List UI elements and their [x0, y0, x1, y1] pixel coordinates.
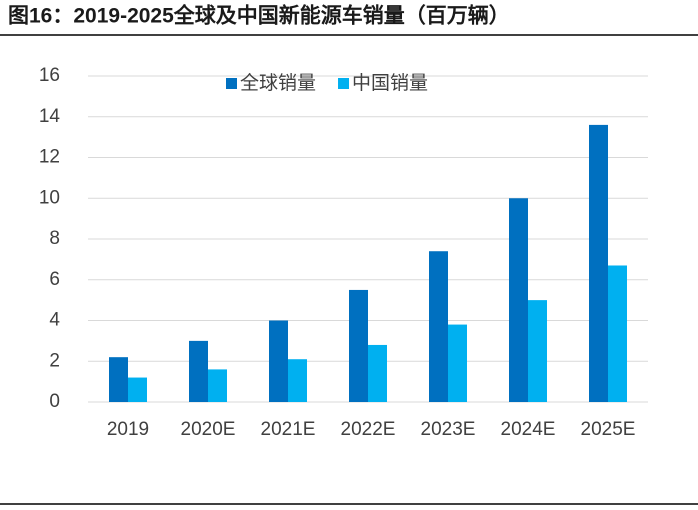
bar: [368, 344, 387, 402]
y-tick-label: 4: [49, 310, 60, 331]
bar: [509, 198, 528, 402]
x-tick-label: 2020E: [181, 419, 236, 440]
bar: [589, 124, 608, 403]
bar: [128, 377, 147, 402]
legend-label: 全球销量: [240, 72, 316, 94]
bar: [528, 300, 547, 402]
y-tick-label: 8: [49, 228, 60, 249]
y-tick-label: 14: [39, 106, 61, 127]
x-tick-label: 2024E: [501, 419, 556, 440]
y-tick-label: 6: [49, 269, 60, 290]
bar: [109, 357, 128, 402]
y-tick-label: 0: [49, 391, 60, 412]
bar: [208, 369, 227, 402]
x-tick-label: 2023E: [421, 419, 476, 440]
legend-label: 中国销量: [352, 72, 428, 94]
x-tick-label: 2025E: [581, 419, 636, 440]
legend-swatch: [226, 78, 237, 89]
bar: [429, 251, 448, 402]
bar: [288, 359, 307, 402]
bar: [448, 324, 467, 402]
y-tick-label: 10: [39, 187, 60, 208]
x-tick-label: 2021E: [261, 419, 316, 440]
y-tick-label: 16: [39, 65, 60, 86]
chart-title: 图16：2019-2025全球及中国新能源车销量（百万辆）: [8, 4, 510, 28]
bar: [349, 289, 368, 402]
bar: [608, 265, 627, 402]
y-tick-label: 2: [49, 350, 60, 371]
bar: [269, 320, 288, 402]
bar: [189, 340, 208, 402]
x-tick-label: 2019: [107, 419, 149, 440]
y-tick-label: 12: [39, 147, 60, 168]
legend-swatch: [338, 78, 350, 89]
x-tick-label: 2022E: [341, 419, 396, 440]
